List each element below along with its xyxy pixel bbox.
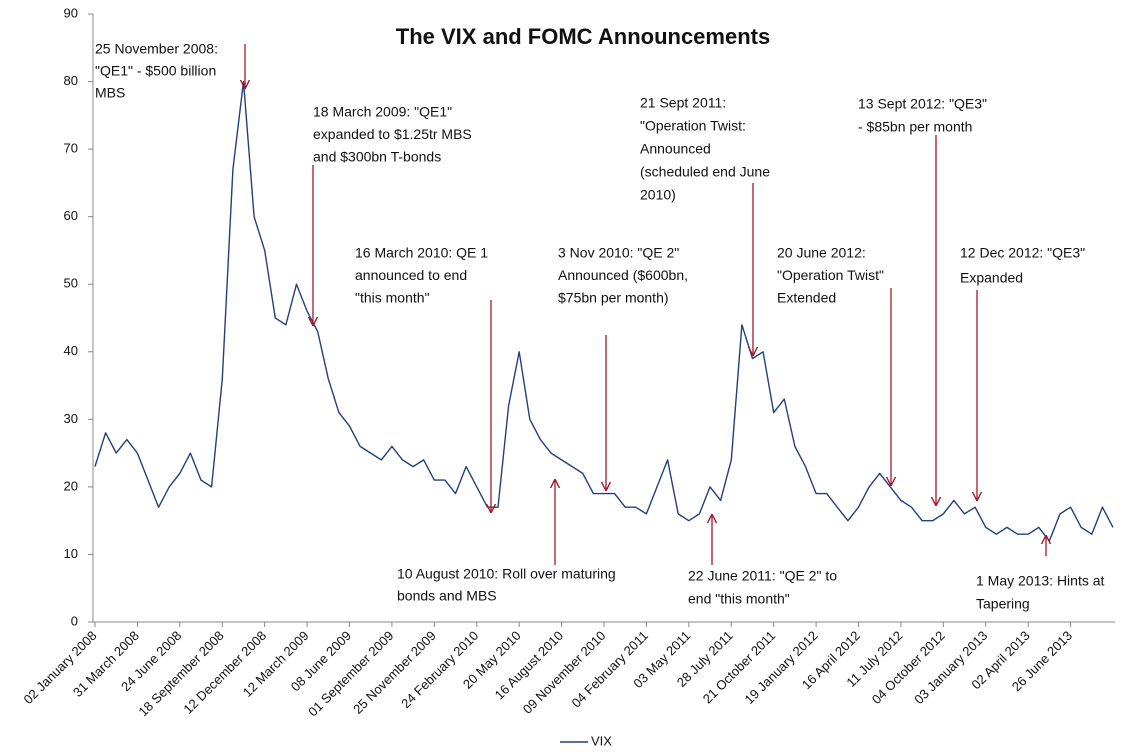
annotation-text: 20 June 2012: <box>777 245 866 261</box>
y-tick-label: 60 <box>64 208 78 223</box>
annotation-text: Tapering <box>976 596 1030 612</box>
annotation-text: 1 May 2013: Hints at <box>976 573 1105 589</box>
annotation-text: "this month" <box>355 290 430 306</box>
annotation-text: (scheduled end June <box>640 164 770 180</box>
annotation-text: $75bn per month) <box>558 290 669 306</box>
x-tick-label: 24 February 2010 <box>398 628 481 711</box>
annotation-text: Announced ($600bn, <box>558 267 688 283</box>
annotation-text: expanded to $1.25tr MBS <box>313 126 472 142</box>
y-tick-label: 20 <box>64 478 78 493</box>
annotation-text: end "this month" <box>688 591 790 607</box>
annotation-text: MBS <box>95 85 125 101</box>
annotation-text: Expanded <box>960 270 1023 286</box>
annotation-text: 12 Dec 2012: "QE3" <box>960 245 1085 261</box>
vix-line <box>94 80 1114 542</box>
x-tick-label: 03 January 2013 <box>911 628 990 707</box>
x-tick-label: 21 October 2011 <box>700 628 778 706</box>
y-tick-label: 10 <box>64 546 78 561</box>
annotation-text: 3 Nov 2010: "QE 2" <box>558 245 679 261</box>
annotation-text: Announced <box>640 141 711 157</box>
annotation-text: 21 Sept 2011: <box>640 95 726 111</box>
legend-label: VIX <box>591 733 612 748</box>
annotation-text: - $85bn per month <box>858 119 972 135</box>
annotation-text: "Operation Twist" <box>777 267 884 283</box>
annotation-text: 13 Sept 2012: "QE3" <box>858 96 987 112</box>
y-tick-label: 90 <box>64 5 78 20</box>
annotation-text: bonds and MBS <box>397 588 497 604</box>
annotation-text: "Operation Twist: <box>640 118 746 134</box>
annotation-text: announced to end <box>355 267 467 283</box>
y-tick-label: 50 <box>64 276 78 291</box>
annotation-text: 18 March 2009: "QE1" <box>313 104 452 120</box>
annotation-text: 16 March 2010: QE 1 <box>355 245 488 261</box>
x-tick-label: 04 February 2011 <box>568 628 650 710</box>
y-tick-label: 70 <box>64 141 78 156</box>
annotation-text: 2010) <box>640 187 676 203</box>
x-tick-label: 04 October 2012 <box>869 628 948 707</box>
annotation-text: and $300bn T-bonds <box>313 149 441 165</box>
y-tick-label: 40 <box>64 343 78 358</box>
annotation-text: 25 November 2008: <box>95 41 218 57</box>
annotation-text: 22 June 2011: "QE 2" to <box>688 568 837 584</box>
chart-title: The VIX and FOMC Announcements <box>396 24 770 49</box>
x-tick-label: 19 January 2012 <box>742 628 821 707</box>
x-tick-label: 02 January 2008 <box>20 628 99 707</box>
y-tick-label: 0 <box>71 613 78 628</box>
y-tick-label: 80 <box>64 73 78 88</box>
y-tick-label: 30 <box>64 411 78 426</box>
annotation-text: 10 August 2010: Roll over maturing <box>397 566 616 582</box>
annotation-text: Extended <box>777 290 836 306</box>
annotation-text: "QE1" - $500 billion <box>95 63 216 79</box>
